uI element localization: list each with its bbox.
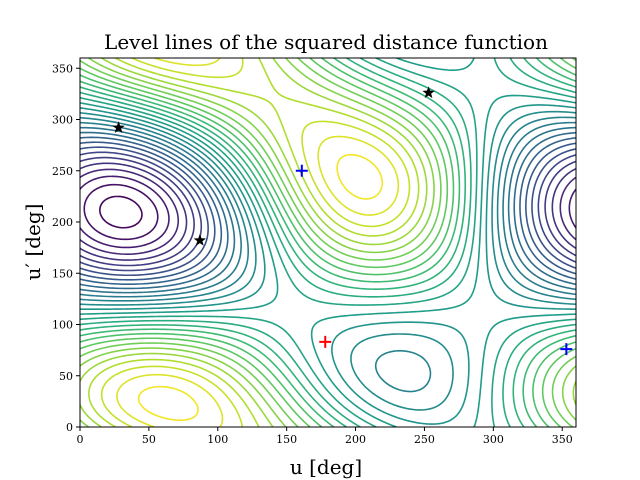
x-tick-label: 100 bbox=[207, 433, 228, 446]
x-tick-label: 50 bbox=[142, 433, 156, 446]
x-tick-label: 300 bbox=[483, 433, 504, 446]
y-tick-label: 250 bbox=[52, 165, 73, 178]
contour-level bbox=[80, 58, 576, 427]
y-tick-label: 300 bbox=[52, 114, 73, 127]
contour-level bbox=[80, 146, 576, 277]
contour-level bbox=[83, 183, 159, 241]
plus-marker bbox=[295, 164, 308, 177]
y-tick-label: 100 bbox=[52, 319, 73, 332]
chart-title: Level lines of the squared distance func… bbox=[104, 30, 548, 54]
y-tick-label: 200 bbox=[52, 216, 73, 229]
star-marker bbox=[422, 86, 435, 99]
contour-level bbox=[80, 156, 576, 267]
y-tick-label: 0 bbox=[66, 421, 73, 434]
contour-level bbox=[80, 136, 576, 285]
y-tick-label: 350 bbox=[52, 62, 73, 75]
contour-level bbox=[80, 58, 576, 427]
contour-level bbox=[80, 58, 576, 427]
star-marker bbox=[112, 121, 125, 133]
contour-level bbox=[80, 175, 576, 249]
contour-level bbox=[80, 58, 576, 427]
y-tick-label: 150 bbox=[52, 267, 73, 280]
x-axis-ticks: 0 50 100 150 200 250 300 350 bbox=[77, 427, 573, 446]
x-tick-label: 200 bbox=[345, 433, 366, 446]
contour-level bbox=[80, 131, 576, 290]
contour-level bbox=[80, 58, 576, 427]
x-tick-label: 350 bbox=[552, 433, 573, 446]
contour-level bbox=[80, 141, 576, 281]
contour-lines bbox=[80, 58, 576, 427]
star-marker bbox=[193, 233, 207, 246]
contour-level bbox=[80, 58, 576, 427]
contour-level bbox=[88, 58, 420, 427]
plus-marker bbox=[319, 335, 332, 348]
contour-level bbox=[99, 195, 143, 229]
contour-level bbox=[80, 104, 576, 425]
contour-level bbox=[80, 116, 576, 393]
x-axis-label: u [deg] bbox=[290, 455, 362, 479]
contour-level bbox=[80, 168, 576, 255]
y-axis-ticks: 0 50 100 150 200 250 300 350 bbox=[52, 62, 80, 434]
contour-level bbox=[80, 126, 576, 294]
contour-level bbox=[80, 58, 576, 427]
y-tick-label: 50 bbox=[59, 370, 73, 383]
critical-point-markers bbox=[112, 86, 573, 356]
plus-marker bbox=[560, 343, 573, 356]
x-tick-label: 250 bbox=[414, 433, 435, 446]
contour-level bbox=[80, 110, 576, 411]
contour-level bbox=[80, 58, 576, 427]
x-tick-label: 0 bbox=[77, 433, 84, 446]
contour-level bbox=[80, 121, 576, 298]
y-axis-label: u′ [deg] bbox=[21, 204, 45, 281]
contour-level bbox=[116, 58, 400, 427]
contour-level bbox=[80, 58, 576, 427]
contour-level bbox=[137, 153, 384, 422]
contour-level bbox=[80, 58, 576, 427]
plot-frame bbox=[79, 57, 577, 428]
x-tick-label: 150 bbox=[276, 433, 297, 446]
contour-level bbox=[100, 58, 411, 427]
